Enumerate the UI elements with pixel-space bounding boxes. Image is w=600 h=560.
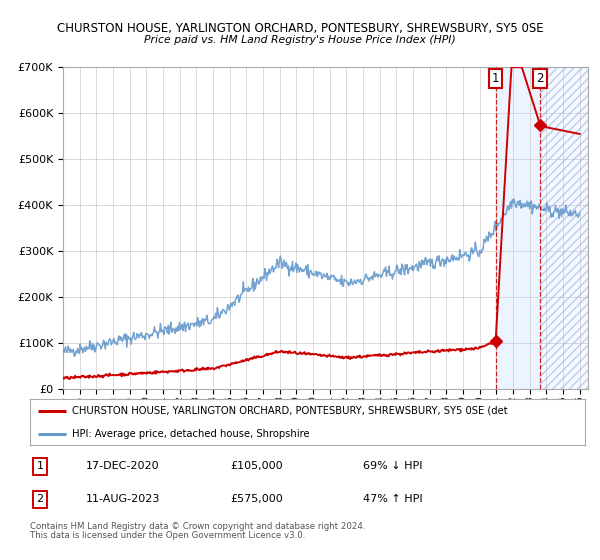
Text: CHURSTON HOUSE, YARLINGTON ORCHARD, PONTESBURY, SHREWSBURY, SY5 0SE (det: CHURSTON HOUSE, YARLINGTON ORCHARD, PONT… (71, 406, 507, 416)
Text: £575,000: £575,000 (230, 494, 283, 505)
Text: CHURSTON HOUSE, YARLINGTON ORCHARD, PONTESBURY, SHREWSBURY, SY5 0SE: CHURSTON HOUSE, YARLINGTON ORCHARD, PONT… (56, 22, 544, 35)
Text: 69% ↓ HPI: 69% ↓ HPI (363, 461, 422, 472)
Text: Contains HM Land Registry data © Crown copyright and database right 2024.: Contains HM Land Registry data © Crown c… (30, 522, 365, 531)
Text: 1: 1 (492, 72, 499, 85)
Text: Price paid vs. HM Land Registry's House Price Index (HPI): Price paid vs. HM Land Registry's House … (144, 35, 456, 45)
Bar (496, 67, 540, 389)
Text: 17-DEC-2020: 17-DEC-2020 (86, 461, 159, 472)
Text: This data is licensed under the Open Government Licence v3.0.: This data is licensed under the Open Gov… (30, 531, 305, 540)
Text: 1: 1 (37, 461, 43, 472)
Text: 11-AUG-2023: 11-AUG-2023 (86, 494, 160, 505)
Text: 2: 2 (536, 72, 544, 85)
Bar (540, 67, 588, 389)
Bar (540, 67, 588, 389)
Text: 47% ↑ HPI: 47% ↑ HPI (363, 494, 422, 505)
Text: HPI: Average price, detached house, Shropshire: HPI: Average price, detached house, Shro… (71, 429, 309, 438)
Text: 2: 2 (37, 494, 44, 505)
Text: £105,000: £105,000 (230, 461, 283, 472)
